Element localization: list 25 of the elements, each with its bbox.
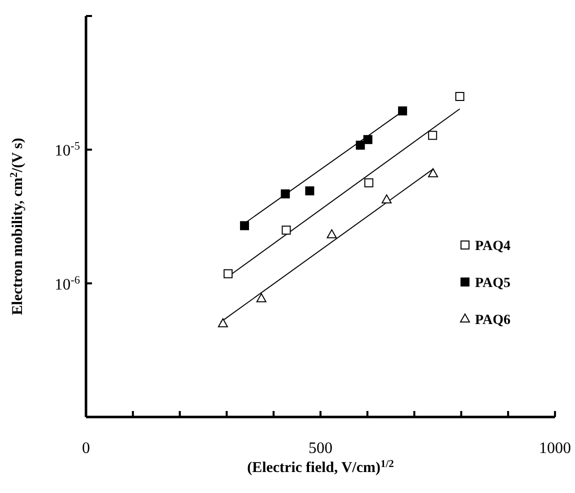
- point: [398, 106, 408, 116]
- point: [282, 226, 291, 235]
- point: [218, 318, 228, 328]
- point: [363, 135, 372, 144]
- point: [428, 168, 438, 178]
- y-tick-label: 10$^{-6}$: [54, 274, 80, 294]
- point: [240, 221, 250, 230]
- legend-label: PAQ5: [475, 276, 511, 291]
- point: [224, 269, 233, 278]
- point: [382, 194, 392, 204]
- legend-label: PAQ4: [475, 239, 511, 254]
- point: [455, 92, 464, 101]
- point: [356, 140, 365, 150]
- x-axis-title: (Electric field, V/cm)$^{1/2}$: [247, 458, 394, 476]
- point: [256, 293, 266, 302]
- x-tick-label: 1000: [539, 440, 571, 457]
- point: [428, 130, 438, 140]
- point: [305, 186, 314, 196]
- legend-label: PAQ6: [475, 313, 511, 328]
- point: [280, 189, 290, 198]
- y-tick-label: 10$^{-5}$: [54, 140, 80, 160]
- point: [364, 178, 374, 188]
- x-tick-label: 500: [308, 440, 332, 457]
- point: [326, 229, 337, 238]
- x-tick-label: 0: [82, 440, 90, 457]
